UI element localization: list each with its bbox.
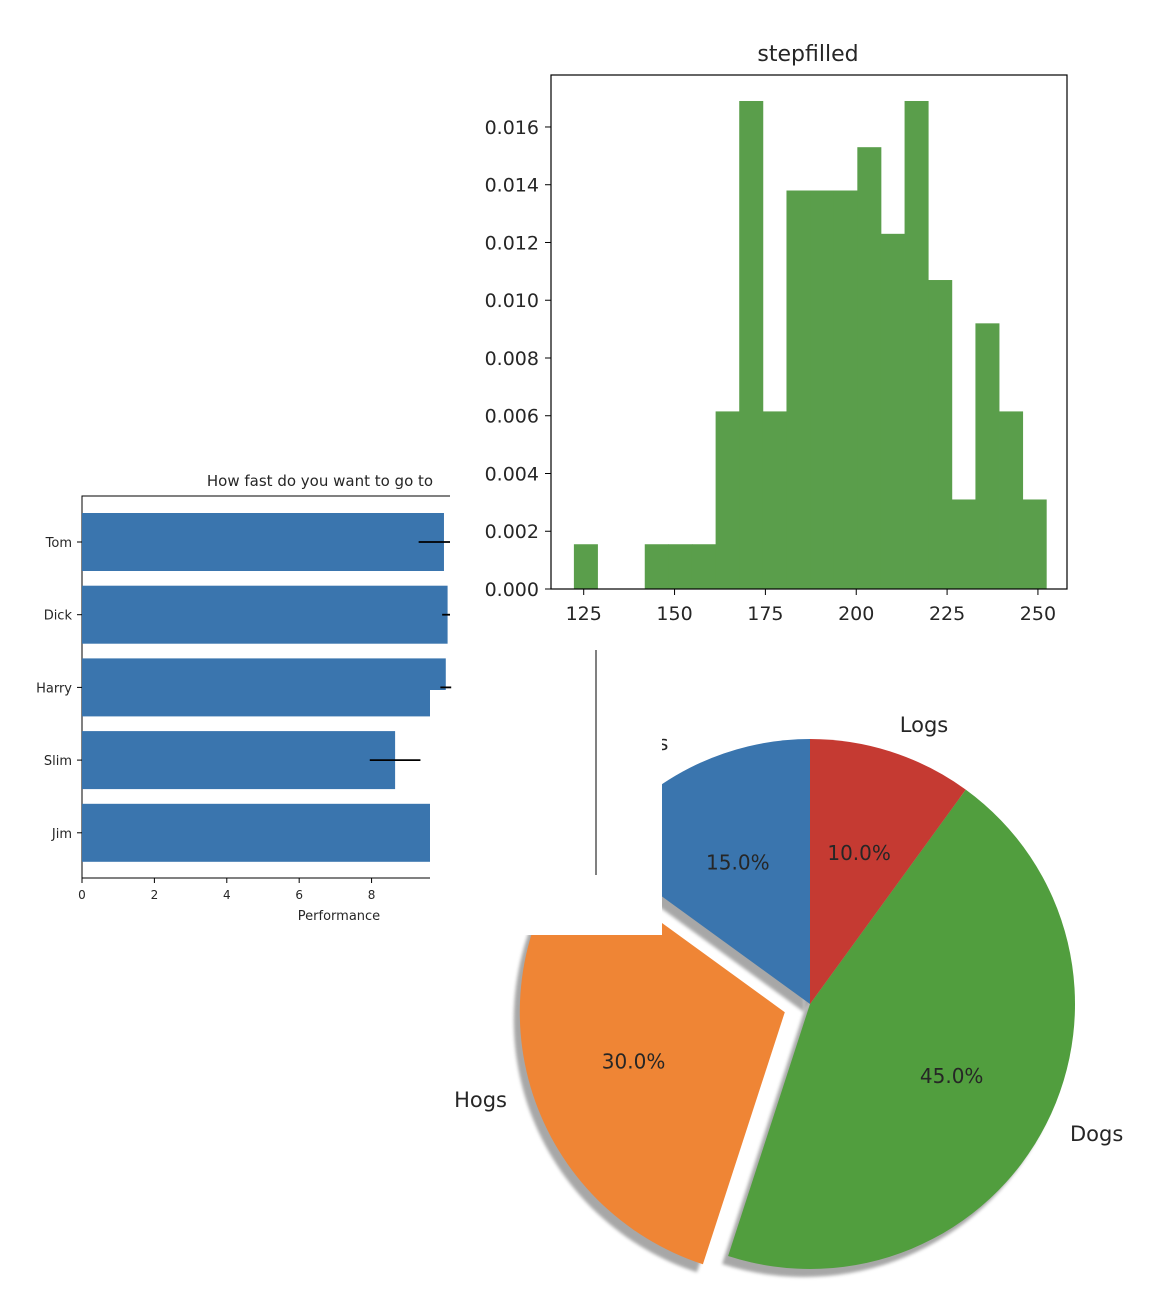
histogram-bin: [644, 544, 669, 589]
histogram-bin: [928, 280, 953, 589]
hbar-x-tick-label: 6: [295, 888, 303, 902]
histogram-bin: [762, 411, 787, 589]
hbar-category-label: Harry: [36, 681, 72, 696]
pie-percent-label: 45.0%: [920, 1064, 984, 1088]
histogram-x-tick-label: 200: [838, 603, 874, 625]
pie-label-hogs: Hogs: [454, 1088, 507, 1112]
pie-label-frogs-fragment: s: [658, 731, 668, 755]
hbar-category-label: Tom: [45, 536, 72, 551]
histogram-y-tick-label: 0.012: [485, 232, 539, 254]
histogram-y-tick-label: 0.014: [485, 175, 539, 197]
hbar-bar-harry: [82, 658, 446, 717]
histogram-bin: [810, 190, 835, 589]
histogram-title: stepfilled: [757, 42, 858, 67]
histogram-bin: [904, 100, 929, 589]
histogram-bin: [739, 100, 764, 589]
histogram-bin: [880, 233, 905, 589]
pie-label-logs: Logs: [900, 713, 948, 737]
pie-slice-dogs: [728, 789, 1075, 1269]
histogram-bin: [975, 323, 1000, 589]
histogram-bin: [951, 499, 976, 589]
pie-percent-label: 10.0%: [827, 841, 891, 865]
hbar-category-label: Dick: [44, 609, 73, 624]
pie-percent-label: 15.0%: [706, 850, 770, 874]
hbar-x-tick-label: 0: [78, 888, 86, 902]
hbar-chart-title: How fast do you want to go to: [207, 472, 433, 490]
pie-chart: s Hogs Dogs Logs 15.0% 30.0% 45.0% 10.0%: [430, 690, 1123, 1277]
histogram-y-tick-label: 0.004: [485, 463, 539, 485]
histogram-x-tick-label: 150: [656, 603, 692, 625]
hbar-bar-dick: [82, 585, 448, 644]
histogram-y-tick-label: 0.006: [485, 406, 539, 428]
pie-chart-panel: s Hogs Dogs Logs 15.0% 30.0% 45.0% 10.0%: [430, 690, 1164, 1302]
hbar-bar-slim: [82, 731, 396, 790]
histogram-bin: [573, 544, 598, 589]
pie-slice-hogs: [519, 856, 785, 1265]
histogram-bin: [786, 190, 811, 589]
pie-percent-label: 30.0%: [602, 1049, 666, 1073]
histogram-plot-area: [550, 74, 1068, 590]
histogram-bin: [999, 411, 1024, 589]
pie-label-dogs: Dogs: [1070, 1122, 1123, 1146]
hbar-x-tick-label: 4: [223, 888, 231, 902]
hbar-x-tick-label: 2: [151, 888, 159, 902]
hbar-x-tick-label: 8: [368, 888, 376, 902]
histogram-x-tick-label: 225: [929, 603, 965, 625]
hbar-chart: How fast do you want to go to Tom Dick Har…: [36, 472, 597, 924]
histogram-bin: [691, 544, 717, 589]
histogram-bin: [715, 411, 740, 589]
histogram-x-tick-label: 125: [566, 603, 602, 625]
histogram-x-tick-label: 175: [747, 603, 783, 625]
histogram-bin: [833, 190, 858, 589]
hbar-category-label: Jim: [51, 827, 72, 842]
histogram-chart: stepfilled 125 150 175 200 225 250 0.000 0.002 0…: [485, 42, 1068, 625]
histogram-y-tick-label: 0.000: [485, 579, 539, 601]
occluding-panel: [430, 690, 662, 935]
hbar-category-label: Slim: [44, 754, 72, 769]
histogram-bin: [857, 147, 882, 589]
histogram-x-tick-label: 250: [1020, 603, 1056, 625]
pie-slice-logs: [810, 739, 966, 1004]
hbar-x-axis-label: Performance: [298, 909, 380, 924]
histogram-y-tick-label: 0.002: [485, 521, 539, 543]
histogram-y-tick-label: 0.008: [485, 348, 539, 370]
hbar-bar-tom: [82, 513, 444, 571]
histogram-y-tick-label: 0.016: [485, 117, 539, 139]
histogram-bin: [668, 544, 693, 589]
histogram-bin: [1022, 499, 1047, 589]
histogram-y-tick-label: 0.010: [485, 290, 539, 312]
histogram-panel: stepfilled 125 150 175 200 225 250 0.000 0.002 0…: [450, 25, 1090, 650]
